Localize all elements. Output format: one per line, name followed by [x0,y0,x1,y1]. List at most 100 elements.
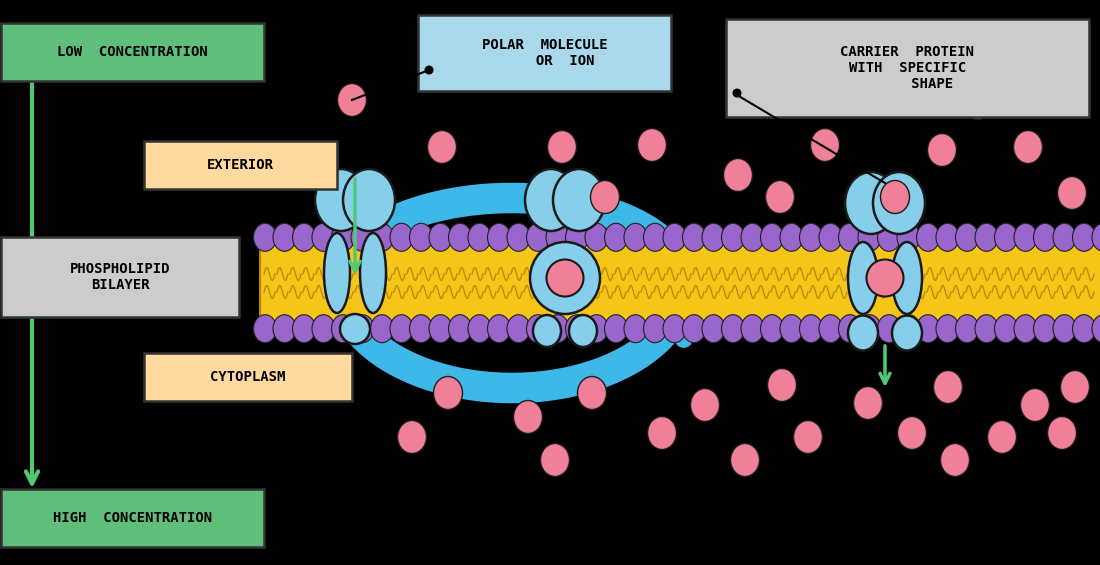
Ellipse shape [682,315,705,343]
Ellipse shape [527,223,550,251]
FancyBboxPatch shape [260,245,1100,321]
Ellipse shape [371,223,394,251]
Ellipse shape [534,315,561,347]
Ellipse shape [741,315,764,343]
Text: LOW  CONCENTRATION: LOW CONCENTRATION [57,45,208,59]
Ellipse shape [892,315,922,350]
Text: POLAR  MOLECULE
     OR  ION: POLAR MOLECULE OR ION [482,38,607,68]
Ellipse shape [585,223,608,251]
Ellipse shape [605,223,627,251]
Ellipse shape [811,128,839,162]
Ellipse shape [390,315,412,343]
Ellipse shape [780,223,803,251]
Ellipse shape [525,169,578,231]
Ellipse shape [323,360,352,393]
Ellipse shape [1060,371,1089,403]
Ellipse shape [766,180,794,214]
Ellipse shape [988,420,1016,454]
Ellipse shape [591,180,619,214]
Ellipse shape [691,389,719,421]
Ellipse shape [360,233,386,313]
Ellipse shape [324,233,350,313]
Ellipse shape [768,368,796,402]
Ellipse shape [1092,223,1100,251]
Ellipse shape [578,376,606,410]
Ellipse shape [1034,223,1056,251]
Ellipse shape [605,315,627,343]
Ellipse shape [682,223,705,251]
FancyBboxPatch shape [144,141,337,189]
Ellipse shape [548,131,576,163]
Ellipse shape [468,223,491,251]
Ellipse shape [433,376,462,410]
Ellipse shape [800,315,823,343]
Ellipse shape [546,315,569,343]
Ellipse shape [1047,416,1077,450]
Ellipse shape [514,401,542,433]
Ellipse shape [624,223,647,251]
Ellipse shape [858,315,881,343]
Ellipse shape [429,223,452,251]
Ellipse shape [397,420,427,454]
Ellipse shape [916,315,939,343]
FancyBboxPatch shape [1,237,239,317]
Circle shape [733,89,741,98]
Ellipse shape [838,223,861,251]
Ellipse shape [507,315,530,343]
Ellipse shape [936,315,959,343]
FancyBboxPatch shape [144,353,352,401]
Text: HIGH  CONCENTRATION: HIGH CONCENTRATION [53,511,212,525]
Ellipse shape [371,315,394,343]
Text: CARRIER  PROTEIN
WITH  SPECIFIC
      SHAPE: CARRIER PROTEIN WITH SPECIFIC SHAPE [840,45,975,91]
Ellipse shape [569,315,597,347]
Ellipse shape [624,315,647,343]
FancyBboxPatch shape [1,23,264,81]
FancyBboxPatch shape [418,15,671,91]
Ellipse shape [409,223,432,251]
Ellipse shape [409,315,432,343]
Text: EXTERIOR: EXTERIOR [207,158,274,172]
Ellipse shape [644,223,667,251]
Ellipse shape [585,315,608,343]
Ellipse shape [487,315,510,343]
Ellipse shape [1014,315,1037,343]
Circle shape [867,259,903,297]
Ellipse shape [934,371,962,403]
Ellipse shape [730,444,759,476]
Ellipse shape [896,315,920,343]
Ellipse shape [343,169,395,231]
Ellipse shape [540,444,570,476]
Ellipse shape [449,223,472,251]
Ellipse shape [565,315,588,343]
Ellipse shape [927,133,957,167]
Ellipse shape [873,172,925,234]
Ellipse shape [507,223,530,251]
Ellipse shape [273,315,296,343]
Ellipse shape [487,223,510,251]
Ellipse shape [1057,176,1087,210]
Circle shape [425,66,433,75]
Ellipse shape [854,386,882,419]
Ellipse shape [351,315,374,343]
Ellipse shape [722,223,745,251]
Ellipse shape [916,223,939,251]
Ellipse shape [390,223,412,251]
Ellipse shape [638,128,667,162]
Ellipse shape [820,223,842,251]
Ellipse shape [820,315,842,343]
Ellipse shape [892,242,922,314]
Ellipse shape [964,86,992,120]
Ellipse shape [994,223,1018,251]
Ellipse shape [1072,223,1096,251]
Ellipse shape [1092,315,1100,343]
Ellipse shape [315,169,367,231]
Ellipse shape [293,315,316,343]
Ellipse shape [848,315,878,350]
Ellipse shape [878,223,901,251]
Ellipse shape [956,315,979,343]
Ellipse shape [800,223,823,251]
Ellipse shape [530,242,600,314]
Ellipse shape [994,315,1018,343]
Text: CYTOPLASM: CYTOPLASM [210,370,286,384]
Ellipse shape [760,223,783,251]
